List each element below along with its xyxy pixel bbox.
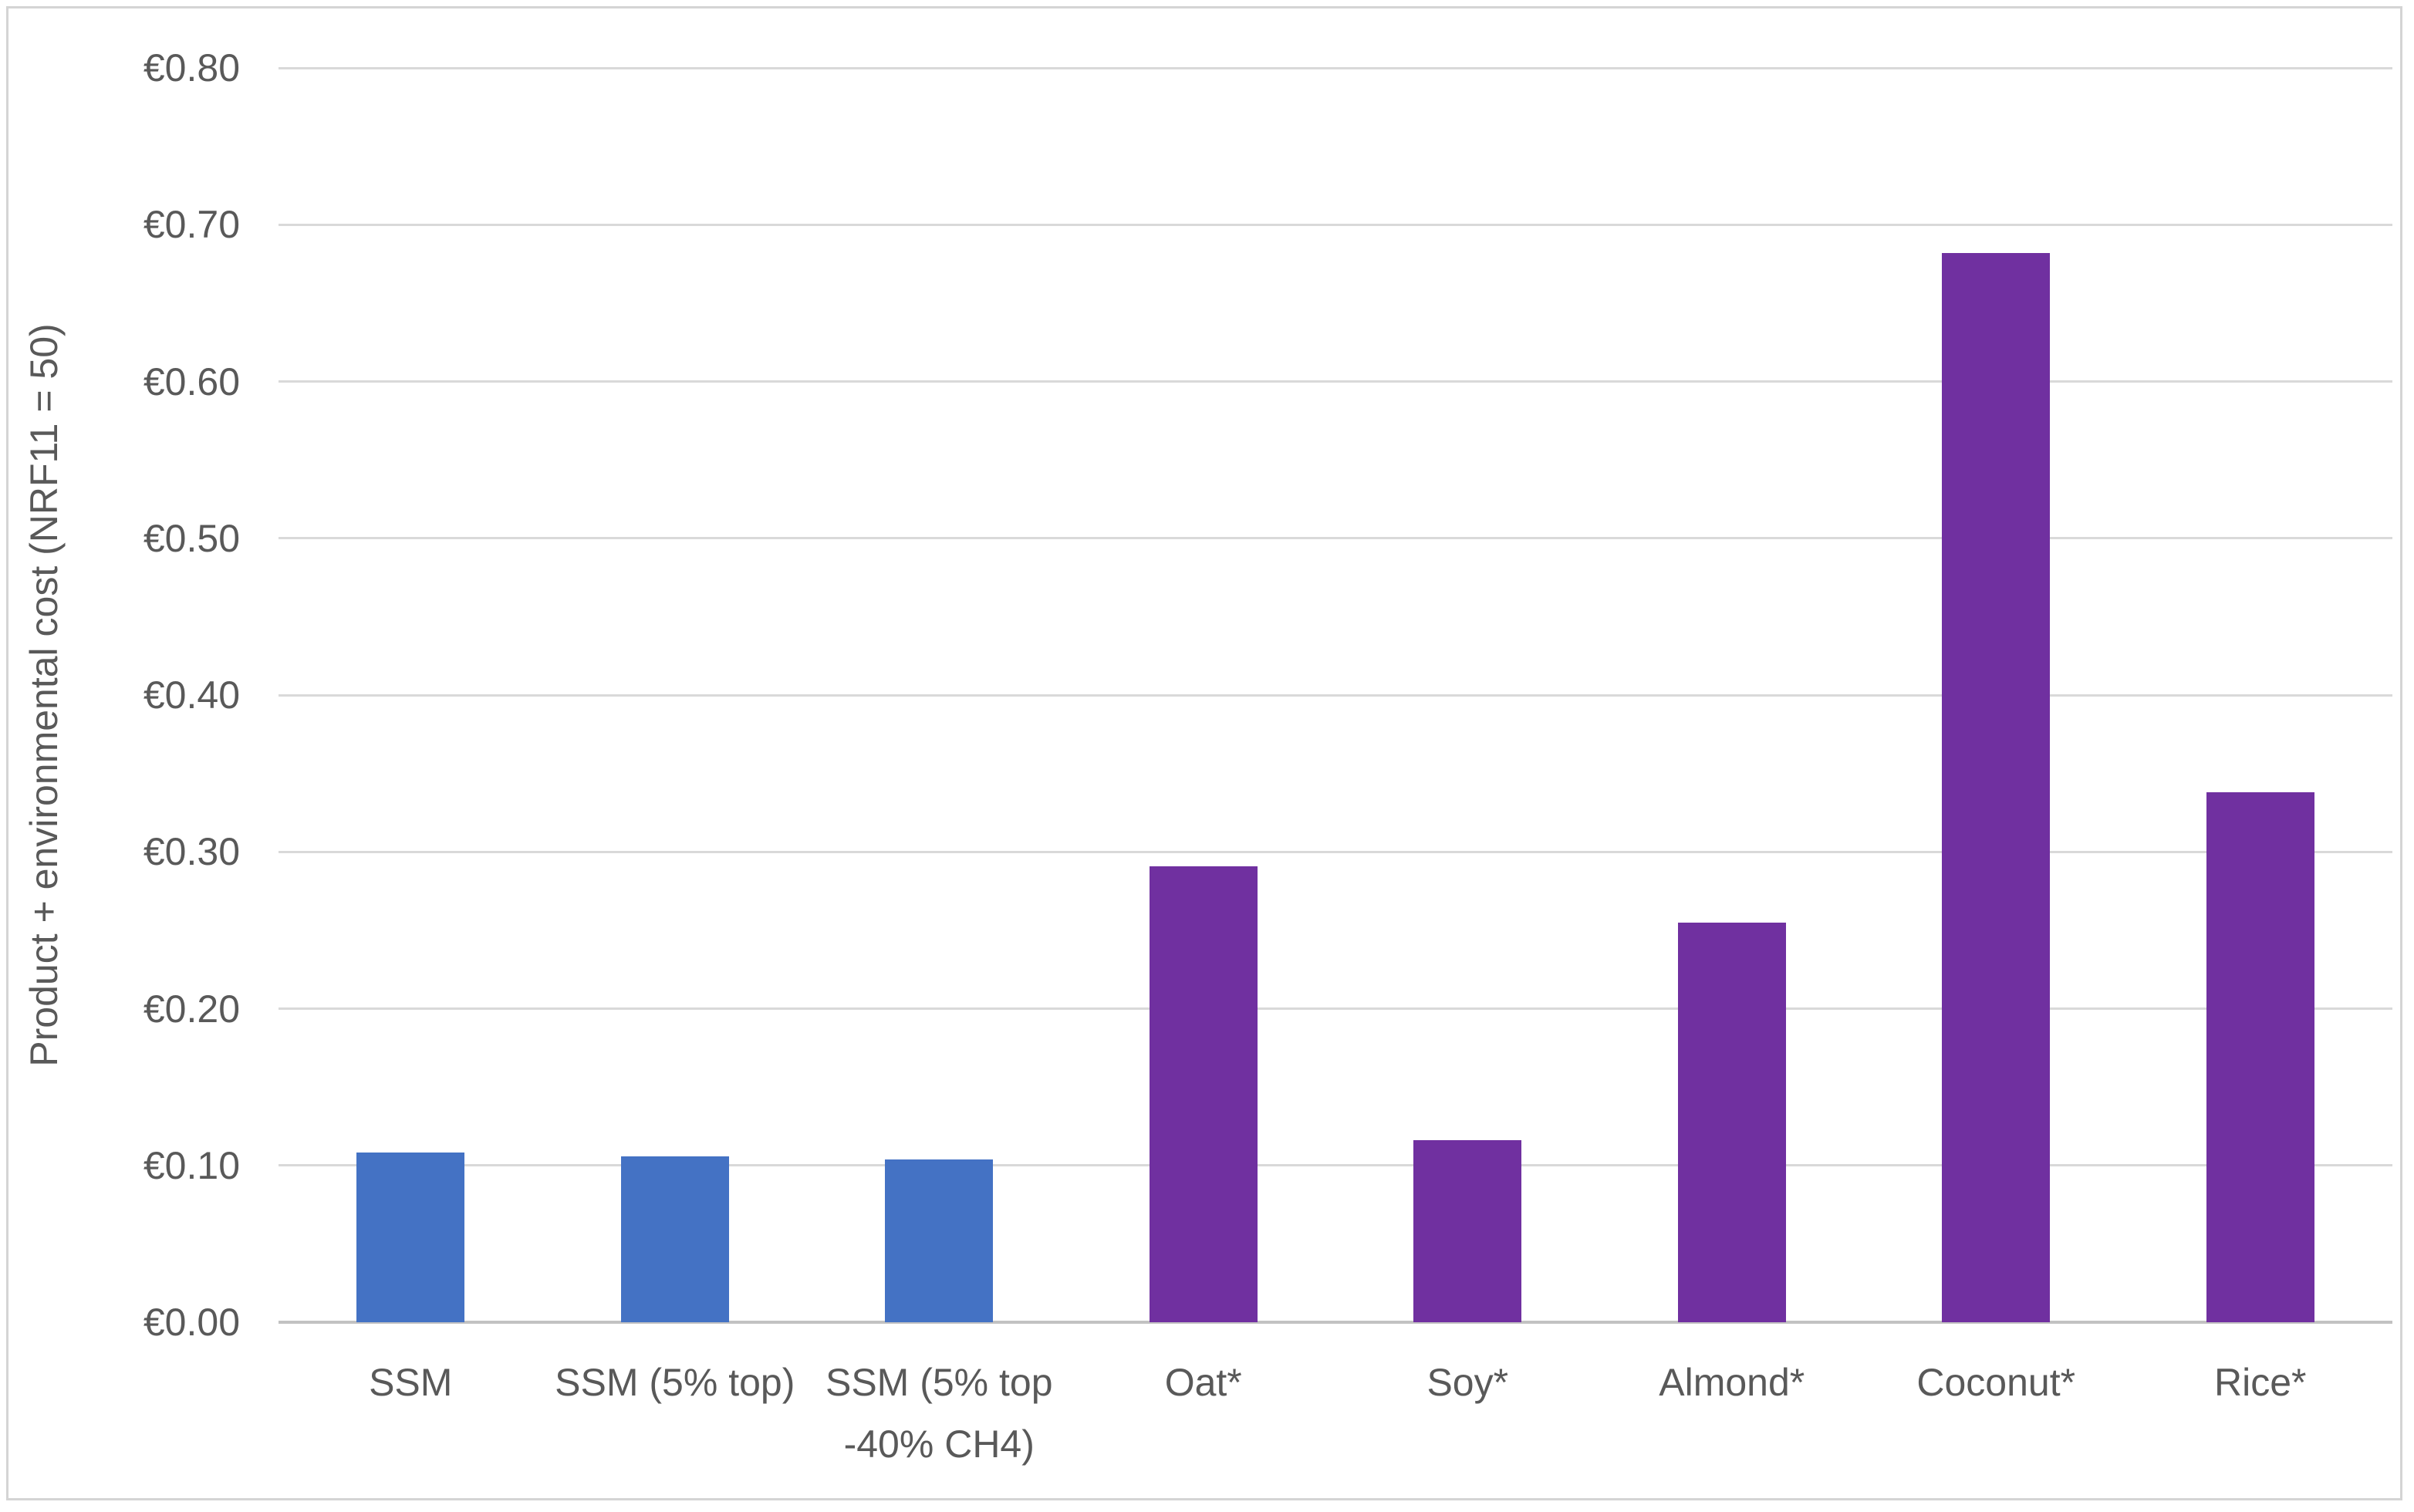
x-label-oat: Oat* (1164, 1361, 1242, 1404)
gridline (279, 850, 2392, 853)
gridline (279, 537, 2392, 540)
y-tick-label-0-40: €0.40 (143, 673, 240, 717)
x-label-coconut: Coconut* (1916, 1361, 2076, 1404)
x-label-ssm-5-top-40-ch4: SSM (5% top -40% CH4) (825, 1361, 1053, 1466)
x-label-rice: Rice* (2214, 1361, 2307, 1404)
y-tick-label-0-50: €0.50 (143, 516, 240, 560)
gridline (279, 223, 2392, 226)
bar-soy (1413, 1140, 1522, 1322)
bar-ssm-5-top-40-ch4 (885, 1159, 994, 1322)
y-tick-label-0-30: €0.30 (143, 830, 240, 874)
gridline (279, 1007, 2392, 1010)
bar-rice (2206, 792, 2314, 1322)
y-tick-label-0-70: €0.70 (143, 203, 240, 247)
x-label-almond: Almond* (1659, 1361, 1805, 1404)
y-tick-label-0-60: €0.60 (143, 359, 240, 403)
gridline (279, 380, 2392, 383)
y-axis-title: Product + environmental cost (NRF11 = 50… (22, 323, 66, 1067)
x-label-ssm-5-top: SSM (5% top) (555, 1361, 795, 1404)
bar-coconut (1942, 252, 2051, 1322)
bar-almond (1677, 922, 1786, 1322)
y-tick-label-0-80: €0.80 (143, 46, 240, 89)
bar-ssm (356, 1153, 465, 1322)
x-axis-line (279, 1321, 2392, 1324)
x-label-ssm: SSM (369, 1361, 453, 1404)
x-label-soy: Soy* (1426, 1361, 1509, 1404)
gridline (279, 1164, 2392, 1167)
y-tick-label-0-10: €0.10 (143, 1143, 240, 1187)
bar-oat (1149, 866, 1258, 1322)
y-tick-label-0-20: €0.20 (143, 987, 240, 1031)
gridline (279, 66, 2392, 69)
y-tick-label-0-00: €0.00 (143, 1301, 240, 1344)
bar-ssm-5-top (620, 1156, 729, 1322)
gridline (279, 694, 2392, 697)
